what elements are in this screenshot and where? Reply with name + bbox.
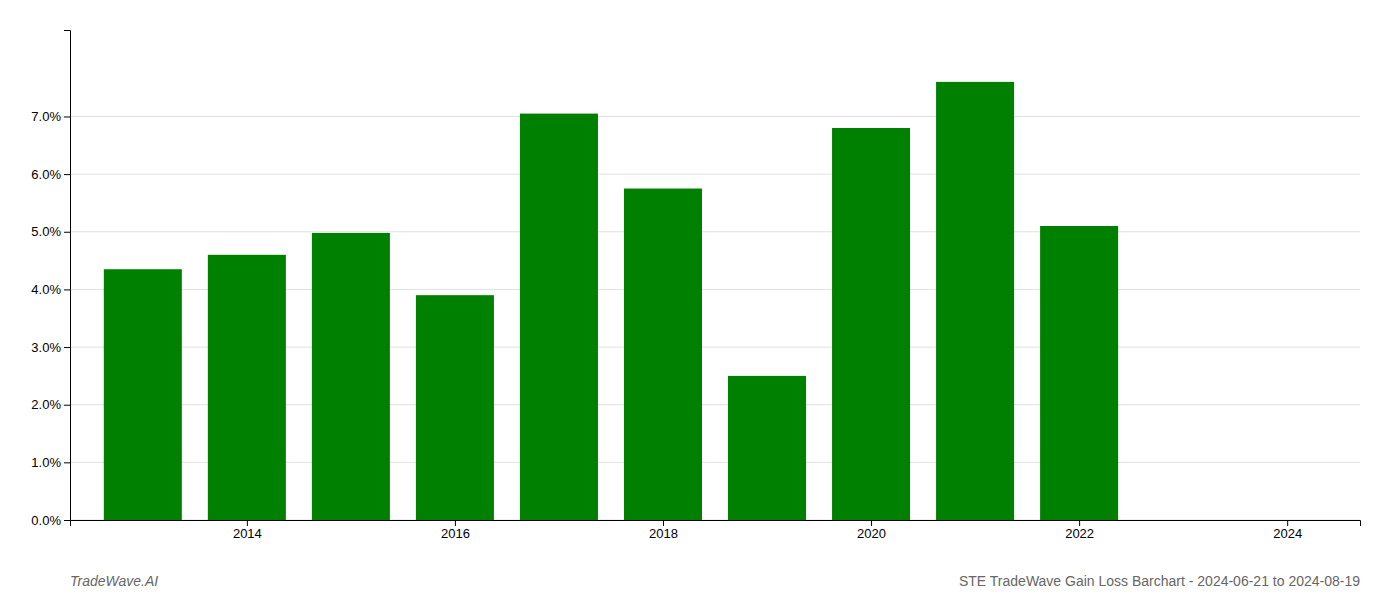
x-axis-line [71,521,1361,527]
x-tick-label: 2020 [857,526,886,541]
y-axis-line [64,31,71,521]
annotation: TradeWave.AI [70,573,158,589]
x-tick: 2018 [649,520,678,541]
y-tick: 6.0% [31,167,70,182]
grid [70,116,1360,520]
y-tick-label: 0.0% [31,513,61,528]
y-tick-label: 2.0% [31,397,61,412]
title: STE TradeWave Gain Loss Barchart - 2024-… [959,573,1360,589]
x-tick-label: 2024 [1273,526,1302,541]
y-tick-mark [64,405,70,406]
grid-line [70,231,1360,232]
y-axis: 0.0% 1.0% 2.0% 3.0% 4.0% 5.0% 6.0% 7.0% [31,31,70,528]
y-tick-mark [64,462,70,463]
chart: 2014 2016 2018 2020 2022 2024 0.0% 1.0% 2.0% 3.0%… [0,0,1400,600]
grid-line [70,116,1360,117]
y-tick-label: 3.0% [31,340,61,355]
y-tick-label: 6.0% [31,167,61,182]
y-tick-mark [64,289,70,290]
bar [312,233,390,520]
x-tick-mark [1079,520,1080,526]
x-tick: 2024 [1273,520,1302,541]
x-tick-mark [247,520,248,526]
x-axis: 2014 2016 2018 2020 2022 2024 [71,520,1361,541]
x-tick: 2014 [233,520,262,541]
chart-container: 2014 2016 2018 2020 2022 2024 0.0% 1.0% 2.0% 3.0%… [0,0,1400,600]
bar [520,114,598,520]
y-tick: 5.0% [31,224,70,239]
x-tick: 2016 [441,520,470,541]
y-tick-label: 4.0% [31,282,61,297]
y-tick: 2.0% [31,397,70,412]
bar [1040,226,1118,520]
y-tick-mark [64,116,70,117]
x-tick-label: 2018 [649,526,678,541]
y-tick: 3.0% [31,340,70,355]
y-tick: 1.0% [31,455,70,470]
y-tick-label: 1.0% [31,455,61,470]
x-tick-mark [663,520,664,526]
y-tick-label: 7.0% [31,109,61,124]
x-tick-label: 2014 [233,526,262,541]
bar [936,82,1014,520]
x-tick: 2022 [1065,520,1094,541]
bar [832,128,910,520]
y-tick: 7.0% [31,109,70,124]
x-tick-label: 2016 [441,526,470,541]
y-tick-label: 5.0% [31,224,61,239]
x-tick-mark [455,520,456,526]
y-tick-mark [64,174,70,175]
y-tick-mark [64,520,70,521]
x-tick-mark [1287,520,1288,526]
bar [416,295,494,520]
y-tick: 4.0% [31,282,70,297]
bar [728,376,806,520]
y-tick-mark [64,347,70,348]
y-tick-mark [64,232,70,233]
y-tick: 0.0% [31,513,70,528]
x-tick-mark [871,520,872,526]
bar [104,269,182,520]
bar [208,255,286,520]
x-tick: 2020 [857,520,886,541]
plot-area [104,82,1118,520]
x-tick-label: 2022 [1065,526,1094,541]
grid-line [70,174,1360,175]
bar [624,189,702,520]
